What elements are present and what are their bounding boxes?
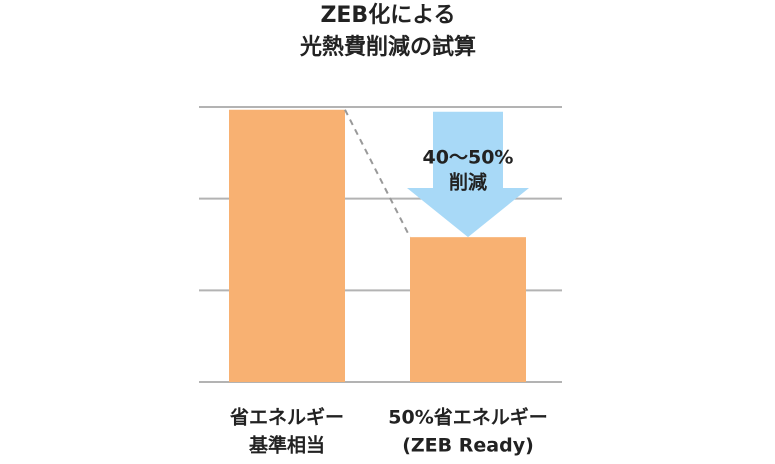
bar [229, 109, 345, 382]
bar [410, 237, 526, 382]
x-tick-label: 省エネルギー [229, 407, 344, 429]
chart-title: 光熱費削減の試算 [299, 34, 476, 60]
x-tick-label: 50%省エネルギー [388, 407, 547, 429]
annotation: 40〜50% [423, 147, 514, 169]
x-tick-label: 基準相当 [248, 434, 325, 457]
chart-title: ZEB化による [320, 2, 455, 28]
reduction-arrow [407, 111, 529, 238]
x-tick-label: (ZEB Ready) [402, 435, 534, 457]
annotation: 削減 [449, 171, 487, 194]
connector [344, 109, 411, 238]
